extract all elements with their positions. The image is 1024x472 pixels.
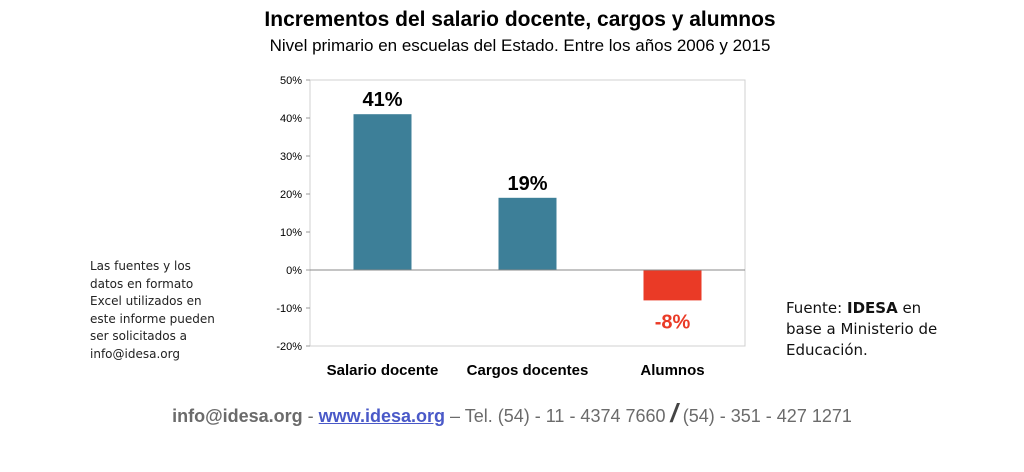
bar	[643, 270, 702, 301]
chart-title: Incrementos del salario docente, cargos …	[264, 8, 776, 31]
y-tick-label: 50%	[280, 75, 302, 87]
y-tick-label: -10%	[276, 303, 302, 315]
y-tick-label: 10%	[280, 227, 302, 239]
data-label: 19%	[507, 173, 547, 195]
source-prefix: Fuente:	[786, 299, 847, 317]
data-label: 41%	[362, 89, 402, 111]
contact-footer: info@idesa.org - www.idesa.org – Tel. (5…	[0, 398, 1024, 429]
note-line: Las fuentes y los	[90, 259, 191, 273]
x-category-label: Alumnos	[640, 362, 704, 379]
footer-slash: /	[670, 398, 678, 428]
y-tick-label: 0%	[286, 265, 302, 277]
data-label: -8%	[655, 311, 691, 333]
source-note: Fuente: IDESA en base a Ministerio de Ed…	[786, 298, 966, 361]
note-line: Excel utilizados en	[90, 294, 202, 308]
data-availability-note: Las fuentes y los datos en formato Excel…	[90, 258, 250, 363]
chart-subtitle: Nivel primario en escuelas del Estado. E…	[269, 36, 771, 55]
y-tick-label: -20%	[276, 341, 302, 353]
x-category-label: Cargos docentes	[467, 362, 589, 379]
plot-area-border	[309, 79, 746, 347]
source-brand: IDESA	[846, 299, 898, 317]
note-line: info@idesa.org	[90, 346, 180, 361]
y-tick-label: 20%	[280, 189, 302, 201]
note-line: ser solicitados a	[90, 329, 188, 343]
note-line: este informe pueden	[90, 311, 215, 326]
bar	[498, 197, 557, 270]
bar	[353, 114, 412, 270]
y-tick-label: 40%	[280, 113, 302, 125]
footer-separator: -	[302, 406, 319, 426]
y-tick-label: 30%	[280, 151, 302, 163]
source-suffix: en	[897, 299, 922, 317]
footer-email-link[interactable]: info@idesa.org	[172, 406, 303, 426]
source-line: Educación.	[786, 341, 868, 359]
source-line: base a Ministerio de	[786, 320, 938, 338]
note-line: datos en formato	[90, 276, 194, 291]
footer-website-link[interactable]: www.idesa.org	[318, 406, 446, 426]
source-line: Fuente: IDESA en	[786, 298, 966, 319]
footer-phone-2: (54) - 351 - 427 1271	[677, 406, 852, 426]
x-category-label: Salario docente	[327, 362, 439, 379]
footer-phone-1: – Tel. (54) - 11 - 4374 7660	[445, 406, 671, 426]
